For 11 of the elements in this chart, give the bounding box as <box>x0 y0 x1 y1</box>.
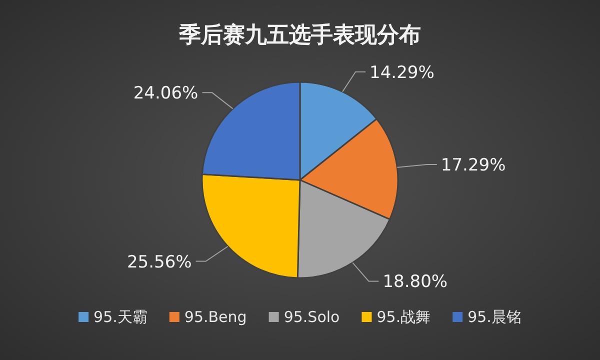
legend-label: 95.Solo <box>284 308 340 326</box>
legend-label: 95.Beng <box>184 308 247 326</box>
legend-label: 95.天霸 <box>94 308 148 326</box>
data-label: 25.56% <box>126 252 192 272</box>
legend-label: 95.晨铭 <box>468 308 522 326</box>
data-label: 14.29% <box>370 62 434 83</box>
data-label: 17.29% <box>440 155 506 176</box>
data-label: 18.80% <box>382 272 448 292</box>
data-label: 24.06% <box>133 84 198 104</box>
legend-label: 95.战舞 <box>376 308 431 326</box>
chart-title: 季后赛九五选手表现分布 <box>178 22 421 48</box>
